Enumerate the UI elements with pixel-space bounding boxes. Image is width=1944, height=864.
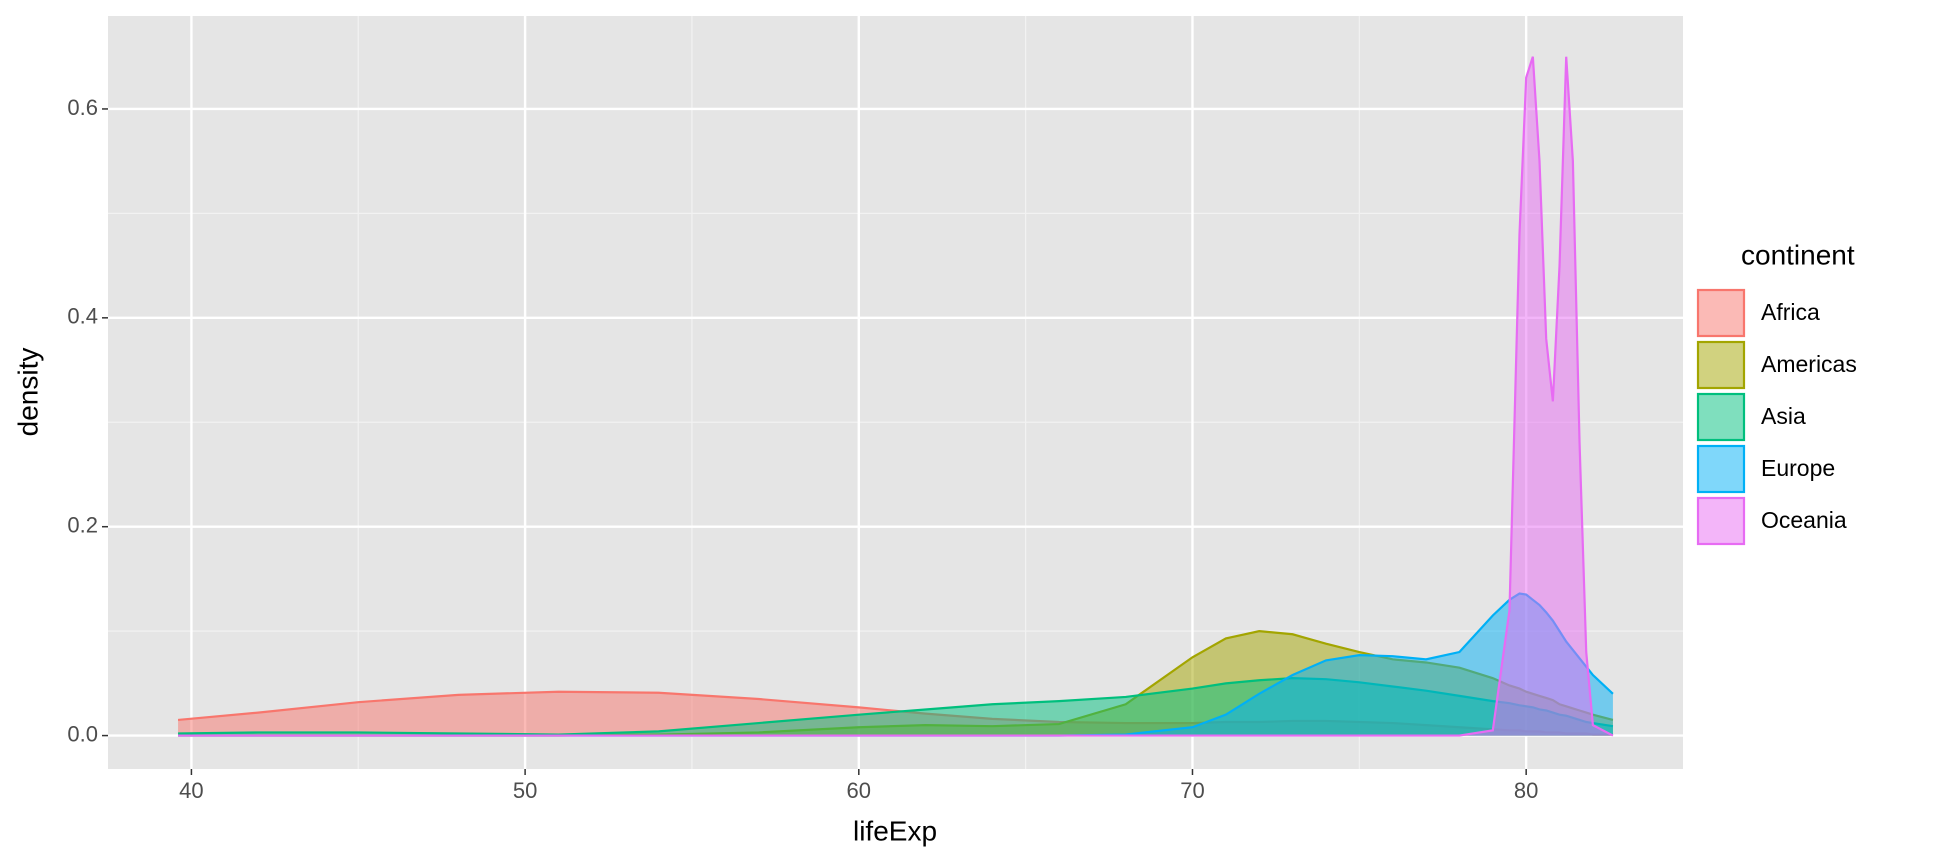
axes: 40 50 60 70 80 0.0 0.2 0.4 0.6 (67, 95, 1538, 803)
density-area (178, 593, 1613, 736)
legend-key (1696, 444, 1746, 494)
x-tick-label: 80 (1514, 778, 1538, 803)
x-tick-label: 40 (179, 778, 203, 803)
legend: continent Africa Americas Asia Europe Oceani… (1696, 239, 1857, 546)
legend-key (1696, 288, 1746, 338)
legend-key (1696, 392, 1746, 442)
legend-label: Asia (1761, 403, 1806, 429)
density-line (178, 56, 1614, 737)
x-tick-label: 70 (1180, 778, 1204, 803)
y-tick-label: 0.6 (67, 95, 98, 120)
y-tick-label: 0.2 (67, 513, 98, 538)
y-tick-label: 0.0 (67, 721, 98, 746)
legend-label: Africa (1761, 299, 1820, 325)
legend-label: Americas (1761, 351, 1857, 377)
plot-marks (177, 56, 1614, 737)
legend-label: Europe (1761, 455, 1835, 481)
grid (108, 16, 1683, 769)
legend-key (1696, 340, 1746, 390)
x-tick-label: 50 (513, 778, 537, 803)
legend-label: Oceania (1761, 507, 1847, 533)
y-axis-title: density (12, 348, 43, 437)
x-tick-label: 60 (847, 778, 871, 803)
legend-key (1696, 496, 1746, 546)
y-tick-label: 0.4 (67, 304, 98, 329)
legend-title: continent (1741, 239, 1855, 270)
panel-background (108, 16, 1683, 769)
x-axis-title: lifeExp (853, 815, 937, 846)
